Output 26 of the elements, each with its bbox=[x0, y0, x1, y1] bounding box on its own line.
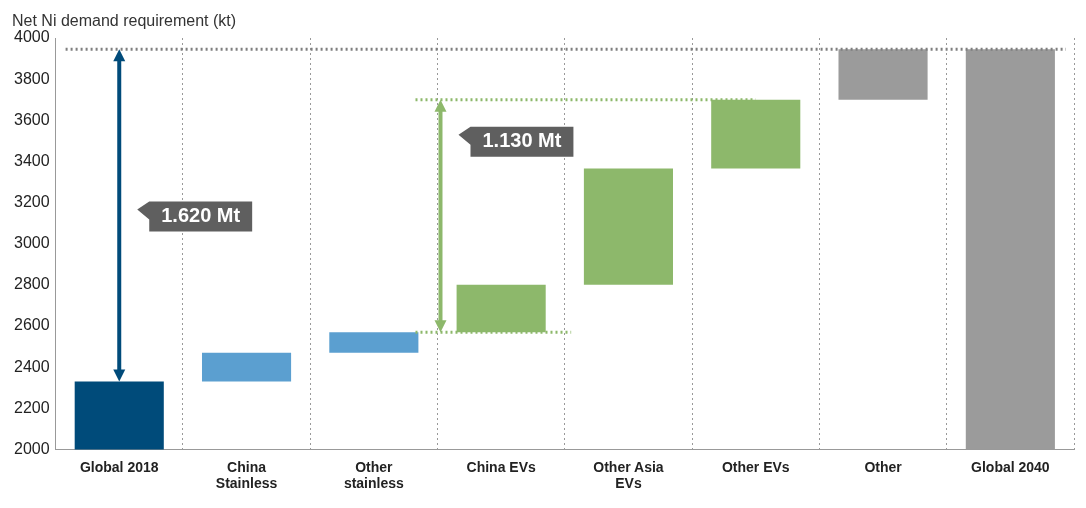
x-tick-label: Global 2040 bbox=[971, 458, 1050, 475]
y-tick-label: 2400 bbox=[14, 357, 50, 375]
bar bbox=[583, 168, 673, 285]
x-tick-label: Other bbox=[864, 458, 903, 475]
bar bbox=[838, 49, 928, 100]
x-tick-label: Other Asia EVs bbox=[593, 458, 664, 492]
y-tick-label: 2000 bbox=[14, 439, 50, 457]
x-tick-label: Other EVs bbox=[721, 458, 790, 475]
x-tick-label: China EVs bbox=[466, 458, 536, 475]
annotation: 1.130 Mt bbox=[482, 129, 562, 152]
y-tick-label: 3800 bbox=[14, 69, 50, 87]
y-tick-label: 3200 bbox=[14, 192, 50, 210]
y-tick-label: 3000 bbox=[14, 234, 50, 252]
x-tick-label: China Stainless bbox=[215, 458, 278, 492]
bar bbox=[201, 352, 292, 382]
y-tick-label: 2800 bbox=[14, 275, 50, 293]
y-tick-label: 2200 bbox=[14, 398, 50, 416]
y-axis-title: Net Ni demand requirement (kt) bbox=[12, 12, 237, 30]
bar bbox=[329, 332, 419, 353]
y-tick-label: 2600 bbox=[14, 316, 50, 334]
x-tick-label: Other stainless bbox=[343, 458, 405, 492]
annotation: 1.620 Mt bbox=[161, 203, 241, 226]
y-tick-label: 4000 bbox=[14, 28, 50, 46]
y-tick-label: 3400 bbox=[14, 151, 50, 169]
x-tick-label: Global 2018 bbox=[79, 458, 159, 475]
y-tick-label: 3600 bbox=[14, 110, 50, 128]
